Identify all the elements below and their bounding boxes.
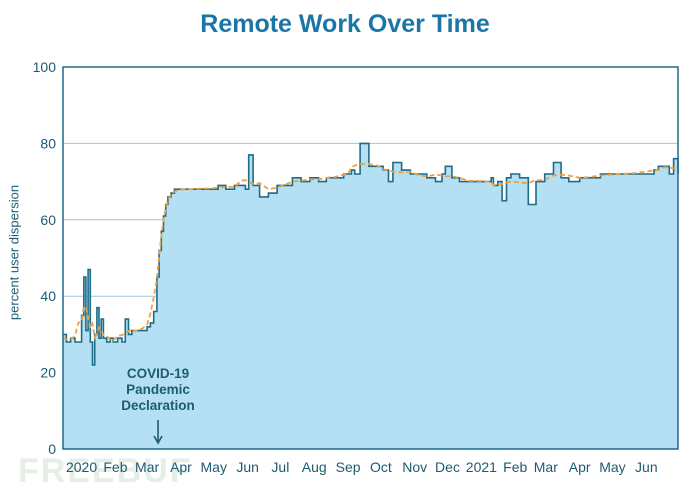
x-tick-label-9: Oct <box>370 459 392 475</box>
x-tick-label-15: Apr <box>569 459 591 475</box>
annotation-line-2: Declaration <box>121 398 195 413</box>
series-line <box>63 142 679 366</box>
y-axis-ticks: 0 20 40 60 80 100 <box>33 59 57 457</box>
y-tick-label-0: 0 <box>48 441 56 457</box>
area-fill <box>63 143 678 449</box>
x-tick-label-13: Feb <box>503 459 527 475</box>
watermark-logo: FREEBUF <box>18 452 193 490</box>
x-tick-label-6: Jul <box>271 459 289 475</box>
annotation-line-1: Pandemic <box>126 382 190 397</box>
plot-border <box>62 66 679 450</box>
x-tick-label-4: May <box>201 459 227 475</box>
x-tick-label-1: Feb <box>103 459 127 475</box>
y-tick-label-60: 60 <box>40 212 56 228</box>
x-tick-label-5: Jun <box>236 459 259 475</box>
x-axis-ticks: 2020 Feb Mar Apr May Jun Jul Aug Sep Oct Nov Dec 202… <box>66 459 658 475</box>
x-tick-label-2: Mar <box>135 459 159 475</box>
annotation-line-0: COVID-19 <box>127 366 189 381</box>
annotation-arrow-head <box>153 435 163 445</box>
y-tick-label-40: 40 <box>40 288 56 304</box>
x-tick-label-3: Apr <box>170 459 192 475</box>
x-tick-label-8: Sep <box>336 459 361 475</box>
x-tick-label-11: Dec <box>435 459 460 475</box>
y-tick-label-20: 20 <box>40 365 56 381</box>
y-tick-label-100: 100 <box>33 59 57 75</box>
x-tick-label-14: Mar <box>534 459 558 475</box>
x-tick-label-7: Aug <box>302 459 327 475</box>
x-tick-label-12: 2021 <box>466 459 497 475</box>
plot-frame <box>62 66 679 450</box>
y-tick-label-80: 80 <box>40 135 56 151</box>
trend-line <box>62 163 679 342</box>
x-tick-label-10: Nov <box>402 459 427 475</box>
x-tick-label-16: May <box>599 459 625 475</box>
x-tick-label-17: Jun <box>635 459 658 475</box>
x-tick-label-0: 2020 <box>66 459 97 475</box>
chart-title: Remote Work Over Time <box>200 10 490 38</box>
area-series <box>62 142 679 449</box>
